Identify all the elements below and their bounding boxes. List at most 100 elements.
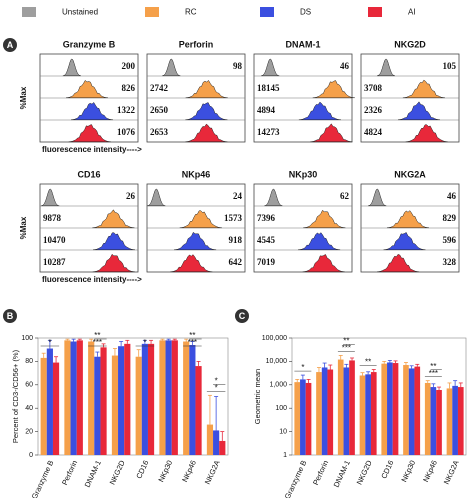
marker-title: Perforin — [179, 39, 214, 49]
histogram-peak — [185, 80, 228, 99]
bar — [387, 362, 393, 455]
bar — [76, 340, 83, 455]
mfi-value: 14273 — [257, 127, 280, 137]
mfi-value: 62 — [340, 191, 350, 201]
histogram-peak — [312, 80, 355, 99]
y-axis-label: Percent of CD3-/CD56+ (%) — [11, 349, 20, 443]
x-tick-label: NKp46 — [421, 459, 439, 484]
bar — [446, 388, 453, 455]
mfi-value: 98 — [233, 61, 243, 71]
significance-mark: ** — [430, 362, 436, 371]
significance-mark: * — [143, 338, 146, 347]
histogram-peak — [70, 102, 114, 121]
mfi-value: 1076 — [117, 127, 136, 137]
x-tick-label: NKp46 — [180, 459, 198, 484]
bar — [381, 363, 388, 455]
bar — [305, 382, 312, 455]
panel-badge — [3, 309, 17, 323]
mfi-value: 4894 — [257, 105, 276, 115]
legend-label: Unstained — [62, 8, 98, 17]
x-tick-label: NKG2D — [355, 458, 374, 486]
y-tick-label: 10,000 — [266, 358, 288, 365]
histogram-peak — [170, 254, 213, 273]
bar — [213, 430, 220, 455]
mfi-value: 918 — [229, 235, 243, 245]
panel-letter: B — [7, 311, 14, 321]
x-tick-label: NKG2A — [203, 459, 222, 486]
bar — [359, 375, 366, 455]
mfi-value: 642 — [229, 257, 243, 267]
mfi-value: 4824 — [364, 127, 383, 137]
histogram-peak — [397, 101, 441, 121]
bar — [165, 340, 172, 455]
bar — [408, 368, 415, 455]
mfi-value: 9878 — [43, 213, 62, 223]
histogram-peak — [62, 58, 81, 77]
bar — [189, 345, 196, 455]
bar — [147, 343, 155, 455]
bar — [327, 369, 334, 455]
bar — [392, 363, 399, 455]
marker-title: NKp30 — [289, 169, 318, 179]
significance-mark: * — [215, 376, 218, 385]
marker-title: NKG2A — [394, 169, 426, 179]
mfi-value: 2650 — [150, 105, 169, 115]
bar — [111, 355, 119, 455]
significance-mark: ** — [343, 337, 349, 346]
marker-title: Granzyme B — [63, 39, 116, 49]
plot-frame — [37, 337, 229, 456]
mfi-value: 26 — [126, 191, 136, 201]
histogram-peak — [377, 253, 420, 273]
x-tick-label: Perforin — [311, 459, 330, 487]
histogram-peak — [185, 123, 228, 143]
mfi-value: 4545 — [257, 235, 276, 245]
mfi-value: 46 — [340, 61, 350, 71]
histogram-peak — [179, 210, 222, 229]
mfi-value: 3708 — [364, 83, 383, 93]
mfi-value: 10470 — [43, 235, 66, 245]
panel-badge — [235, 309, 249, 323]
histogram-peak — [386, 210, 430, 229]
significance-mark: * — [215, 383, 218, 392]
histogram-peak — [303, 209, 346, 229]
x-tick-label: NKG2A — [442, 459, 461, 486]
bar — [94, 356, 101, 455]
bar — [219, 440, 226, 455]
bar — [436, 389, 442, 455]
histogram-peak — [65, 80, 109, 99]
mfi-value: 1573 — [224, 213, 243, 223]
marker-title: DNAM-1 — [286, 39, 321, 49]
y-tick-label: 100,000 — [262, 335, 287, 342]
histogram-peak — [298, 101, 341, 121]
significance-mark: * — [301, 363, 304, 372]
histogram-peak — [368, 188, 387, 207]
legend-swatch — [145, 7, 159, 17]
histogram-peak — [261, 58, 280, 77]
mfi-value: 200 — [122, 61, 136, 71]
panel-badge — [3, 38, 17, 52]
bar — [159, 340, 166, 455]
bar — [195, 366, 202, 455]
bar — [52, 362, 60, 455]
histogram-peak — [92, 209, 135, 229]
bar — [457, 387, 464, 455]
mfi-value: 7019 — [257, 257, 276, 267]
histogram-peak — [298, 232, 341, 251]
bar — [414, 366, 421, 455]
histogram-peak — [147, 188, 166, 207]
significance-mark: *** — [93, 338, 102, 347]
panel-letter: C — [239, 311, 246, 321]
marker-title: CD16 — [77, 169, 100, 179]
mfi-value: 105 — [443, 61, 457, 71]
significance-mark: *** — [342, 344, 351, 353]
significance-mark: *** — [188, 338, 197, 347]
histogram-peak — [405, 124, 448, 143]
x-tick-label: NKG2D — [108, 458, 127, 486]
significance-mark: ** — [94, 331, 100, 340]
legend-label: RC — [185, 8, 197, 17]
mfi-value: 18145 — [257, 83, 280, 93]
legend-label: DS — [300, 8, 311, 17]
marker-title: NKp46 — [182, 169, 211, 179]
bar — [349, 360, 355, 455]
